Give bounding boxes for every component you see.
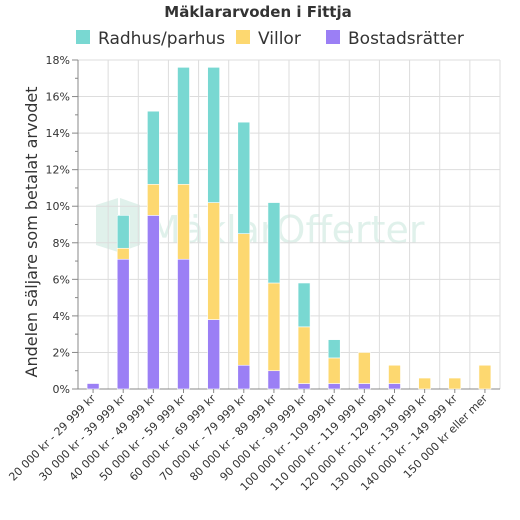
legend: Radhus/parhus Villor Bostadsrätter — [76, 29, 464, 49]
y-tick-label: 0% — [53, 383, 70, 396]
grid — [77, 59, 501, 390]
bar-segment — [478, 364, 492, 390]
y-tick-label: 16% — [46, 91, 70, 104]
bar-segment — [147, 183, 160, 216]
bar-segment — [358, 383, 371, 390]
bars — [86, 67, 492, 390]
bar-segment — [237, 233, 251, 366]
bar-segment — [177, 258, 190, 390]
bar-segment — [147, 110, 160, 185]
bar-segment — [388, 383, 401, 390]
bar-segment — [207, 202, 220, 320]
y-tick-label: 8% — [53, 237, 70, 250]
bar-segment — [237, 364, 251, 390]
bar-segment — [207, 67, 220, 203]
bar-segment — [267, 202, 281, 284]
bar-segment — [207, 319, 220, 390]
legend-label: Villor — [258, 29, 301, 49]
legend-label: Bostadsrätter — [348, 29, 464, 49]
y-axis-label: Andelen säljare som betalat arvodet — [22, 87, 41, 378]
legend-swatch — [326, 30, 340, 44]
bar-segment — [177, 67, 190, 185]
y-tick-label: 14% — [46, 127, 70, 140]
bar-segment — [327, 357, 341, 384]
bar-segment — [448, 377, 462, 390]
bar-segment — [86, 383, 100, 390]
y-tick-label: 18% — [46, 54, 70, 67]
watermark: MäklarOfferter — [96, 198, 425, 252]
bar-segment — [116, 215, 130, 249]
chart-title: Mäklararvoden i Fittja — [164, 3, 351, 21]
bar-segment — [388, 364, 401, 384]
legend-label: Radhus/parhus — [98, 29, 225, 49]
bar-segment — [297, 282, 311, 328]
bar-segment — [358, 352, 371, 384]
y-tick-label: 12% — [46, 164, 70, 177]
y-tick-label: 2% — [53, 346, 70, 359]
watermark-logo-icon — [96, 198, 118, 252]
y-tick-label: 6% — [53, 273, 70, 286]
bar-segment — [327, 383, 341, 390]
y-tick-label: 10% — [46, 200, 70, 213]
watermark-text: MäklarOfferter — [148, 208, 425, 252]
bar-segment — [267, 282, 281, 372]
legend-swatch — [76, 30, 90, 44]
bar-segment — [177, 183, 190, 260]
bar-segment — [116, 247, 130, 260]
bar-segment — [237, 121, 251, 234]
bar-segment — [147, 215, 160, 390]
bar-segment — [267, 370, 281, 390]
bar-segment — [297, 383, 311, 390]
bar-segment — [297, 326, 311, 384]
bar-segment — [327, 339, 341, 359]
legend-swatch — [236, 30, 250, 44]
y-tick-label: 4% — [53, 310, 70, 323]
bar-segment — [418, 377, 431, 390]
bar-segment — [116, 258, 130, 390]
